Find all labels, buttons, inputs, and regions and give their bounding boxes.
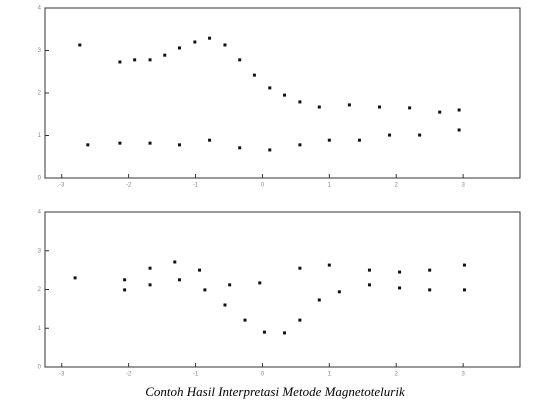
point bbox=[388, 133, 392, 137]
point bbox=[462, 288, 466, 292]
point bbox=[298, 266, 302, 270]
point bbox=[357, 138, 361, 142]
point bbox=[317, 298, 321, 302]
x-tick-label: -1 bbox=[193, 183, 199, 189]
point bbox=[133, 58, 137, 62]
plot-frame bbox=[44, 211, 521, 368]
caption: Contoh Hasil Interpretasi Metode Magneto… bbox=[145, 384, 405, 399]
x-tick-label: -3 bbox=[59, 372, 65, 378]
point bbox=[327, 138, 331, 142]
point bbox=[462, 263, 466, 267]
y-tick-label: 3 bbox=[38, 248, 42, 254]
point bbox=[163, 53, 167, 57]
y-tick-label: 4 bbox=[38, 6, 42, 12]
x-tick-label: -2 bbox=[126, 183, 132, 189]
y-tick-label: 2 bbox=[38, 287, 42, 293]
point bbox=[367, 283, 371, 287]
point bbox=[428, 268, 432, 272]
point bbox=[123, 288, 127, 292]
point bbox=[73, 276, 77, 280]
point bbox=[223, 303, 227, 307]
x-tick-label: 2 bbox=[395, 183, 399, 189]
point bbox=[177, 278, 181, 282]
y-tick-label: 4 bbox=[38, 210, 42, 216]
point bbox=[398, 286, 402, 290]
point bbox=[228, 283, 232, 287]
x-tick-label: 1 bbox=[328, 183, 332, 189]
x-tick-label: -3 bbox=[59, 183, 65, 189]
y-tick-label: 2 bbox=[38, 91, 42, 97]
point bbox=[177, 46, 181, 50]
point bbox=[203, 288, 207, 292]
x-tick-label: -2 bbox=[126, 372, 132, 378]
point bbox=[208, 36, 212, 40]
point bbox=[148, 58, 152, 62]
y-tick-label: 1 bbox=[38, 326, 42, 332]
point bbox=[408, 106, 412, 110]
point bbox=[262, 330, 266, 334]
point bbox=[148, 266, 152, 270]
point bbox=[367, 268, 371, 272]
point bbox=[298, 318, 302, 322]
point bbox=[118, 60, 122, 64]
y-tick-label: 0 bbox=[38, 365, 42, 371]
x-tick-label: 3 bbox=[461, 372, 465, 378]
x-tick-label: -1 bbox=[193, 372, 199, 378]
y-tick-label: 3 bbox=[38, 48, 42, 54]
point bbox=[193, 40, 197, 44]
point bbox=[268, 148, 272, 152]
point bbox=[268, 86, 272, 90]
point bbox=[123, 278, 127, 282]
point bbox=[283, 331, 287, 335]
x-tick-label: 0 bbox=[261, 183, 265, 189]
point bbox=[78, 43, 82, 47]
x-tick-label: 0 bbox=[261, 372, 265, 378]
point bbox=[252, 73, 256, 77]
point bbox=[428, 288, 432, 292]
point bbox=[258, 281, 262, 285]
point bbox=[208, 138, 212, 142]
point bbox=[223, 43, 227, 47]
point bbox=[238, 58, 242, 62]
point bbox=[398, 270, 402, 274]
x-tick-label: 3 bbox=[461, 183, 465, 189]
point bbox=[298, 143, 302, 147]
y-tick-label: 0 bbox=[38, 176, 42, 182]
point bbox=[418, 133, 422, 137]
point bbox=[347, 103, 351, 107]
point bbox=[337, 290, 341, 294]
point bbox=[86, 143, 90, 147]
point bbox=[438, 110, 442, 114]
plot-frame bbox=[44, 7, 521, 179]
point bbox=[243, 318, 247, 322]
point bbox=[148, 141, 152, 145]
point bbox=[378, 105, 382, 109]
point bbox=[457, 108, 461, 112]
point bbox=[238, 146, 242, 150]
point bbox=[283, 93, 287, 97]
point bbox=[177, 143, 181, 147]
point bbox=[327, 263, 331, 267]
point bbox=[173, 260, 177, 264]
y-tick-label: 1 bbox=[38, 133, 42, 139]
x-tick-label: 1 bbox=[328, 372, 332, 378]
point bbox=[457, 128, 461, 132]
x-tick-label: 2 bbox=[395, 372, 399, 378]
point bbox=[317, 105, 321, 109]
point bbox=[118, 141, 122, 145]
point bbox=[198, 268, 202, 272]
point bbox=[148, 283, 152, 287]
point bbox=[298, 100, 302, 104]
